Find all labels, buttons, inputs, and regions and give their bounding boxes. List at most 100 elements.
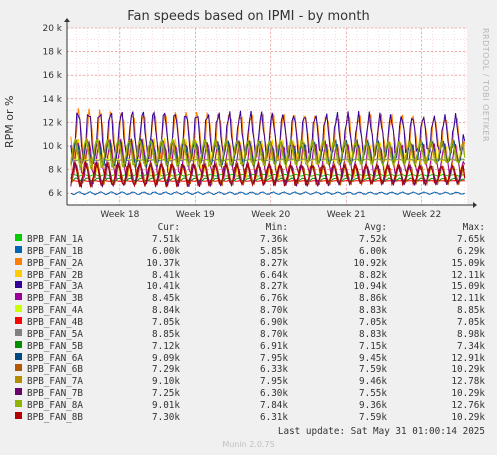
- legend-series-name: BPB_FAN_1B: [27, 245, 83, 257]
- legend-avg-value: 7.15k: [359, 340, 387, 352]
- legend-avg-value: 8.83k: [359, 328, 387, 340]
- legend-series-name: BPB_FAN_5A: [27, 328, 83, 340]
- legend-row: BPB_FAN_5B 7.12k 6.91k 7.15k 7.34k: [0, 340, 497, 353]
- legend-cur-value: 8.45k: [152, 293, 180, 305]
- y-tick-label: 10 k: [42, 142, 62, 152]
- legend-avg-value: 8.82k: [359, 269, 387, 281]
- legend-swatch: [15, 234, 22, 241]
- legend-series-name: BPB_FAN_4A: [27, 305, 83, 317]
- legend-swatch: [15, 340, 22, 348]
- legend-row: BPB_FAN_2B 8.41k 6.64k 8.82k 12.11k: [0, 269, 497, 282]
- col-min: Min:: [265, 222, 288, 233]
- col-cur: Cur:: [157, 222, 180, 233]
- legend-max-value: 7.34k: [457, 340, 485, 352]
- legend-cur-value: 6.00k: [152, 245, 180, 257]
- legend-avg-value: 7.59k: [359, 411, 387, 423]
- x-tick-label: Week 21: [327, 210, 366, 220]
- legend-cur-value: 10.41k: [146, 281, 180, 293]
- legend-min-value: 6.91k: [260, 340, 288, 352]
- legend-avg-value: 7.59k: [359, 364, 387, 376]
- legend-max-value: 10.29k: [451, 364, 485, 376]
- legend-series-name: BPB_FAN_4B: [27, 316, 83, 328]
- legend-swatch: [15, 245, 22, 253]
- legend-min-value: 6.76k: [260, 293, 288, 305]
- legend-max-value: 12.76k: [451, 399, 485, 411]
- legend-row: BPB_FAN_4B 7.05k 6.90k 7.05k 7.05k: [0, 316, 497, 329]
- x-axis-arrow: [473, 202, 477, 208]
- legend-avg-value: 7.52k: [359, 234, 387, 245]
- y-tick-label: 16 k: [42, 71, 62, 81]
- legend-row: BPB_FAN_8B 7.30k 6.31k 7.59k 10.29k: [0, 411, 497, 424]
- legend-row: BPB_FAN_4A 8.84k 8.70k 8.83k 8.85k: [0, 305, 497, 317]
- legend-avg-value: 9.45k: [359, 352, 387, 364]
- legend-swatch: [15, 269, 22, 277]
- legend-max-value: 8.85k: [457, 305, 485, 317]
- series-line-bpb-fan-1b: [70, 191, 465, 196]
- legend-series-name: BPB_FAN_7A: [27, 376, 83, 388]
- legend-cur-value: 8.41k: [152, 269, 180, 281]
- legend-cur-value: 7.51k: [152, 234, 180, 245]
- legend-row: BPB_FAN_1A 7.51k 7.36k 7.52k 7.65k: [0, 234, 497, 246]
- legend-min-value: 6.31k: [260, 411, 288, 423]
- legend-series-name: BPB_FAN_8A: [27, 399, 83, 411]
- series-lines: [70, 108, 466, 196]
- legend-row: BPB_FAN_6B 7.29k 6.33k 7.59k 10.29k: [0, 364, 497, 376]
- legend-cur-value: 7.25k: [152, 388, 180, 400]
- legend-cur-value: 7.05k: [152, 316, 180, 328]
- legend-avg-value: 8.86k: [359, 293, 387, 305]
- legend-cur-value: 7.29k: [152, 364, 180, 376]
- legend-series-name: BPB_FAN_3A: [27, 281, 83, 293]
- legend-min-value: 6.64k: [260, 269, 288, 281]
- series-line-bpb-fan-8b: [70, 160, 466, 189]
- legend-row: BPB_FAN_2A 10.37k 8.27k 10.92k 15.09k: [0, 257, 497, 270]
- legend-swatch: [15, 364, 22, 372]
- y-tick-label: 20 k: [42, 24, 62, 34]
- y-tick-label: 6 k: [48, 189, 63, 199]
- legend-row: BPB_FAN_8A 9.01k 7.84k 9.36k 12.76k: [0, 399, 497, 412]
- legend-row: BPB_FAN_3B 8.45k 6.76k 8.86k 12.11k: [0, 293, 497, 305]
- legend-swatch: [15, 399, 22, 407]
- rrdtool-watermark: RRDTOOL / TOBI OETIKER: [481, 28, 490, 143]
- legend-row: BPB_FAN_7A 9.10k 7.95k 9.46k 12.78k: [0, 376, 497, 388]
- legend-max-value: 12.78k: [451, 376, 485, 388]
- legend-max-value: 6.29k: [457, 245, 485, 257]
- legend-min-value: 5.85k: [260, 245, 288, 257]
- legend-max-value: 7.05k: [457, 316, 485, 328]
- chart-title: Fan speeds based on IPMI - by month: [127, 9, 370, 24]
- legend-series-name: BPB_FAN_6B: [27, 364, 83, 376]
- y-tick-label: 8 k: [48, 166, 63, 176]
- legend-row: BPB_FAN_1B 6.00k 5.85k 6.00k 6.29k: [0, 245, 497, 258]
- y-tick-label: 12 k: [42, 118, 62, 128]
- legend-avg-value: 6.00k: [359, 245, 387, 257]
- legend-min-value: 7.36k: [260, 234, 288, 245]
- legend-min-value: 8.27k: [260, 281, 288, 293]
- legend-min-value: 7.95k: [260, 376, 288, 388]
- col-max: Max:: [462, 222, 485, 233]
- legend-avg-value: 10.92k: [353, 257, 387, 269]
- legend-header: Cur: Min: Avg: Max:: [0, 222, 497, 234]
- legend-avg-value: 8.83k: [359, 305, 387, 317]
- legend-series-name: BPB_FAN_5B: [27, 340, 83, 352]
- col-avg: Avg:: [364, 222, 387, 233]
- y-tick-label: 14 k: [42, 95, 62, 105]
- legend-cur-value: 8.84k: [152, 305, 180, 317]
- legend-swatch: [15, 376, 22, 384]
- legend-cur-value: 9.10k: [152, 376, 180, 388]
- legend-series-name: BPB_FAN_7B: [27, 388, 83, 400]
- legend-cur-value: 9.01k: [152, 399, 180, 411]
- plot-area: 6 k 8 k 10 k 12 k 14 k 16 k 18 k 20 k Week 18 Wee…: [42, 18, 477, 220]
- last-update: Last update: Sat May 31 01:00:14 2025: [277, 426, 485, 437]
- legend-min-value: 7.95k: [260, 352, 288, 364]
- legend-swatch: [15, 305, 22, 313]
- legend-avg-value: 9.46k: [359, 376, 387, 388]
- y-axis-arrow: [64, 18, 70, 22]
- legend-avg-value: 10.94k: [353, 281, 387, 293]
- x-tick-label: Week 22: [402, 210, 441, 220]
- generator-version: Munin 2.0.75: [222, 440, 275, 449]
- legend-max-value: 12.91k: [451, 352, 485, 364]
- legend-swatch: [15, 388, 22, 396]
- legend-min-value: 7.84k: [260, 399, 288, 411]
- legend-max-value: 12.11k: [451, 293, 485, 305]
- legend-swatch: [15, 411, 22, 419]
